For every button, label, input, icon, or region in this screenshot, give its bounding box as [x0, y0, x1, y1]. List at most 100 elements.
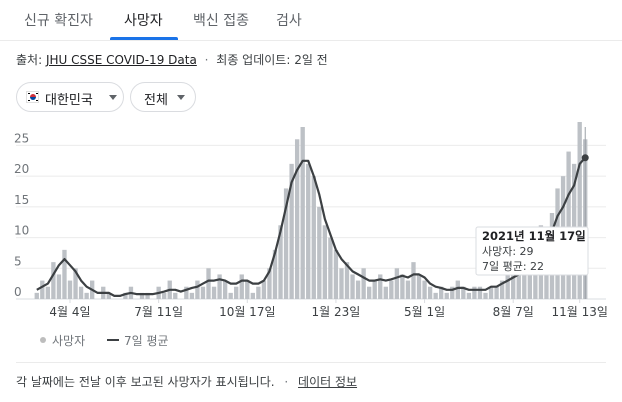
x-tick-label: 7월 11일 — [134, 305, 183, 319]
bar — [566, 151, 571, 299]
y-tick-label: 25 — [14, 131, 29, 145]
bar — [267, 268, 272, 299]
legend-avg: 7일 평균 — [124, 334, 169, 348]
tab-deaths[interactable]: 사망자 — [124, 13, 163, 29]
tooltip-avg: 7일 평균: 22 — [482, 259, 544, 273]
range-dropdown[interactable]: 전체 — [130, 82, 196, 112]
y-tick-label: 15 — [14, 193, 29, 207]
deaths-chart[interactable]: 0 5 10 15 20 25 4월 4일 7월 11일 10월 17일 1월 23일 5월 1일… — [0, 122, 622, 332]
bar — [272, 249, 278, 299]
bar — [444, 292, 449, 299]
bar — [483, 292, 488, 299]
bar — [461, 286, 466, 299]
bar — [250, 292, 255, 299]
bar — [367, 286, 372, 299]
hover-point — [581, 154, 589, 162]
bar — [311, 176, 316, 299]
bar — [256, 286, 261, 299]
y-tick-label: 5 — [14, 254, 22, 268]
chevron-down-icon — [177, 95, 185, 100]
legend-dot-icon — [40, 337, 46, 343]
bar — [200, 286, 206, 299]
bar — [328, 237, 333, 299]
bar — [350, 274, 355, 299]
bar — [189, 292, 195, 299]
bar — [289, 163, 294, 299]
bar — [378, 274, 383, 299]
tab-vaccinations[interactable]: 백신 접종 — [193, 13, 249, 29]
x-tick-label: 10월 17일 — [219, 305, 275, 319]
bar — [411, 262, 416, 299]
tab-tests[interactable]: 검사 — [276, 13, 302, 29]
bar — [317, 206, 322, 299]
x-tick-label: 11월 13일 — [551, 305, 607, 319]
separator-dot: · — [284, 375, 289, 389]
data-info-link[interactable]: 데이터 정보 — [298, 375, 358, 389]
bar — [488, 286, 494, 299]
bar — [245, 280, 250, 299]
legend-line-icon — [107, 339, 119, 341]
bar — [577, 122, 582, 299]
bar — [217, 274, 222, 299]
x-tick-label: 4월 4일 — [49, 305, 90, 319]
bar — [162, 292, 167, 299]
source-link[interactable]: JHU CSSE COVID-19 Data — [45, 53, 197, 67]
bar — [466, 292, 472, 299]
bar — [405, 280, 411, 299]
bar — [450, 286, 455, 299]
bar — [239, 274, 244, 299]
x-tick-label: 5월 1일 — [404, 305, 445, 319]
bar — [439, 286, 444, 299]
avg-line — [36, 156, 587, 297]
region-label: 대한민국 — [45, 93, 93, 108]
bar — [306, 163, 311, 299]
bar — [361, 268, 366, 299]
bar — [383, 286, 388, 299]
bar — [522, 262, 527, 299]
bar — [394, 268, 400, 299]
bar — [494, 286, 499, 299]
bar — [184, 286, 189, 299]
bar — [261, 280, 267, 299]
bar — [222, 280, 228, 299]
y-tick-label: 20 — [14, 162, 29, 176]
bar — [355, 280, 361, 299]
bar — [416, 274, 422, 299]
last-updated: 최종 업데이트: 2일 전 — [216, 53, 328, 67]
divider — [16, 362, 606, 363]
bar — [195, 280, 200, 299]
tooltip: 2021년 11월 17일 사망자: 29 7일 평균: 22 — [475, 226, 589, 276]
bar — [106, 292, 111, 299]
bar — [433, 292, 438, 299]
bar — [294, 139, 300, 299]
active-tab-indicator — [110, 37, 178, 40]
footnote: 각 날짜에는 전날 이후 보고된 사망자가 표시됩니다. · 데이터 정보 — [16, 373, 357, 390]
bar — [389, 280, 394, 299]
bar — [516, 274, 521, 299]
tooltip-deaths: 사망자: 29 — [482, 245, 534, 258]
y-tick-label: 0 — [14, 285, 22, 299]
x-tick-label: 8월 7일 — [493, 305, 534, 319]
bar — [511, 268, 516, 299]
range-label: 전체 — [144, 93, 168, 108]
x-tick-label: 1월 23일 — [312, 305, 361, 319]
bar — [206, 268, 211, 299]
region-dropdown[interactable]: 대한민국 — [16, 82, 124, 112]
bar — [67, 280, 73, 299]
bar — [145, 292, 150, 299]
bar — [173, 292, 178, 299]
bar — [455, 280, 460, 299]
tab-new-cases[interactable]: 신규 확진자 — [24, 13, 93, 29]
bar — [123, 292, 128, 299]
bar — [62, 249, 67, 299]
bar — [372, 280, 377, 299]
bar — [339, 268, 344, 299]
bar — [283, 188, 289, 299]
bar — [40, 280, 45, 299]
separator-dot: · — [204, 53, 209, 67]
bar — [505, 274, 510, 299]
bar — [333, 249, 339, 299]
bar — [234, 286, 239, 299]
bar — [228, 292, 233, 299]
bar — [400, 274, 405, 299]
